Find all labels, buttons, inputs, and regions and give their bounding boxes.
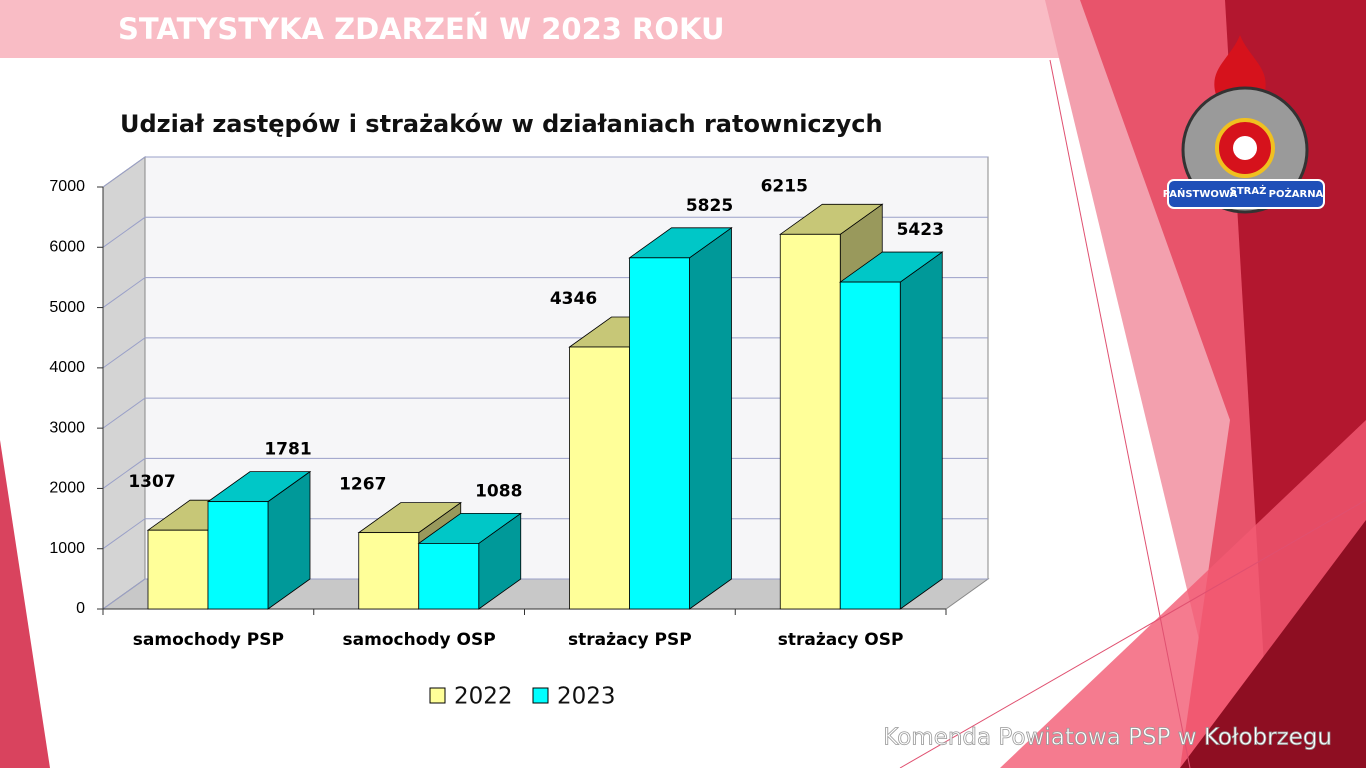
bar-front [147,529,209,610]
data-label: 5423 [897,220,944,240]
data-label: 4346 [550,289,597,309]
bar-side [899,251,943,610]
side-wall [102,156,146,610]
y-tick-label: 2000 [49,480,85,497]
y-tick-label: 0 [76,600,85,617]
bar-front [569,346,630,610]
x-tick-label: samochody PSP [133,630,284,650]
bar-front [418,543,480,610]
logo-eagle [1233,136,1257,160]
y-tick-label: 5000 [49,299,85,316]
bar [417,512,522,610]
bar [628,227,733,610]
data-label: 6215 [761,176,808,196]
y-tick-label: 1000 [49,540,85,557]
data-label: 1307 [128,472,175,492]
data-label: 1781 [264,440,311,460]
y-tick-label: 7000 [49,178,85,195]
footer: Komenda Powiatowa PSP w Kołobrzegu [883,725,1332,751]
logo: PAŃSTWOWA STRAŻ POŻARNA [1163,35,1325,214]
decor [1180,520,1366,768]
logo-banner [1167,179,1325,209]
y-tick-label: 6000 [49,239,85,256]
logo-flame [1214,35,1266,100]
bar-front [629,257,690,610]
data-label: 5825 [686,196,733,216]
logo-text: POŻARNA [1269,186,1324,200]
bar-front [358,532,420,610]
grid-line [102,216,988,248]
legend-label: 2022 [454,684,513,710]
y-tick-label: 4000 [49,359,85,376]
bar-front [207,501,269,610]
x-tick-label: strażacy PSP [568,630,692,650]
bar-side [689,227,732,610]
header-band [0,0,1080,58]
bar-front [779,233,841,610]
chart-title: Udział zastępów i strażaków w działaniac… [120,110,883,138]
bar [839,251,944,610]
decor-line [1049,59,1191,768]
data-label: 1088 [475,481,522,501]
chart: 0 1000 2000 3000 4000 5000 6000 7000 samochody P… [49,156,990,710]
x-tick-label: samochody OSP [343,630,496,650]
legend-label: 2023 [557,684,616,710]
logo-text: PAŃSTWOWA [1163,187,1238,200]
legend-swatch [532,687,549,704]
bar-front [839,281,901,610]
grid-line [102,156,988,188]
x-tick-label: strażacy OSP [778,630,904,650]
y-tick-label: 3000 [49,419,85,436]
logo-text: STRAŻ [1230,183,1267,197]
legend-swatch [429,687,446,704]
header-title: STATYSTYKA ZDARZEŃ W 2023 ROKU [118,12,725,46]
bar [206,470,312,610]
decor-line [899,499,1366,768]
decor [0,440,50,768]
data-label: 1267 [339,475,386,495]
